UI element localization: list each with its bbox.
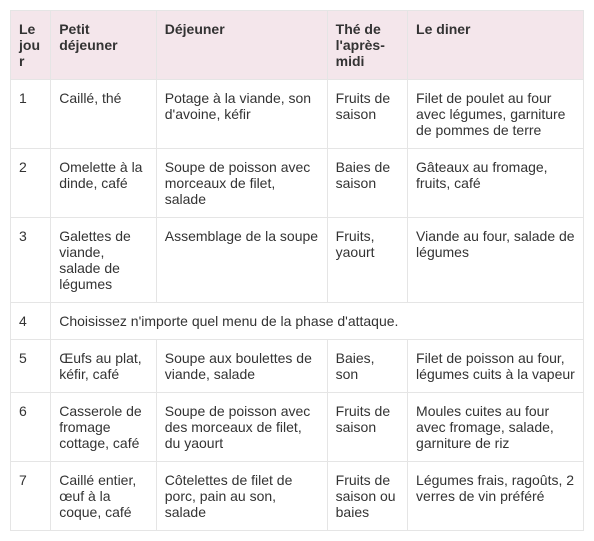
- cell-day: 1: [11, 80, 51, 149]
- cell-day: 4: [11, 303, 51, 340]
- cell-tea: Fruits de saison: [327, 393, 407, 462]
- cell-day: 2: [11, 149, 51, 218]
- cell-dinner: Filet de poisson au four, légumes cuits …: [408, 340, 584, 393]
- cell-day: 7: [11, 462, 51, 531]
- cell-tea: Fruits de saison ou baies: [327, 462, 407, 531]
- cell-lunch: Assemblage de la soupe: [156, 218, 327, 303]
- cell-lunch: Potage à la viande, son d'avoine, kéfir: [156, 80, 327, 149]
- table-row: 7Caillé entier, œuf à la coque, caféCôte…: [11, 462, 584, 531]
- col-header-tea: Thé de l'après-midi: [327, 11, 407, 80]
- cell-day: 3: [11, 218, 51, 303]
- cell-breakfast: Caillé entier, œuf à la coque, café: [51, 462, 157, 531]
- cell-breakfast: Œufs au plat, kéfir, café: [51, 340, 157, 393]
- meal-plan-table: Le jour Petit déjeuner Déjeuner Thé de l…: [10, 10, 584, 531]
- table-row: 5Œufs au plat, kéfir, caféSoupe aux boul…: [11, 340, 584, 393]
- table-row: 4Choisissez n'importe quel menu de la ph…: [11, 303, 584, 340]
- col-header-day: Le jour: [11, 11, 51, 80]
- col-header-breakfast: Petit déjeuner: [51, 11, 157, 80]
- col-header-lunch: Déjeuner: [156, 11, 327, 80]
- cell-dinner: Filet de poulet au four avec légumes, ga…: [408, 80, 584, 149]
- table-row: 3Galettes de viande, salade de légumesAs…: [11, 218, 584, 303]
- table-row: 6Casserole de fromage cottage, caféSoupe…: [11, 393, 584, 462]
- cell-tea: Fruits de saison: [327, 80, 407, 149]
- cell-day: 5: [11, 340, 51, 393]
- cell-lunch: Soupe de poisson avec des morceaux de fi…: [156, 393, 327, 462]
- table-header-row: Le jour Petit déjeuner Déjeuner Thé de l…: [11, 11, 584, 80]
- cell-breakfast: Caillé, thé: [51, 80, 157, 149]
- cell-dinner: Viande au four, salade de légumes: [408, 218, 584, 303]
- cell-lunch: Soupe de poisson avec morceaux de filet,…: [156, 149, 327, 218]
- cell-breakfast: Casserole de fromage cottage, café: [51, 393, 157, 462]
- cell-dinner: Moules cuites au four avec fromage, sala…: [408, 393, 584, 462]
- cell-tea: Fruits, yaourt: [327, 218, 407, 303]
- cell-tea: Baies, son: [327, 340, 407, 393]
- meal-plan-body: 1Caillé, théPotage à la viande, son d'av…: [11, 80, 584, 531]
- cell-merged-note: Choisissez n'importe quel menu de la pha…: [51, 303, 584, 340]
- cell-breakfast: Omelette à la dinde, café: [51, 149, 157, 218]
- table-row: 1Caillé, théPotage à la viande, son d'av…: [11, 80, 584, 149]
- cell-tea: Baies de saison: [327, 149, 407, 218]
- cell-breakfast: Galettes de viande, salade de légumes: [51, 218, 157, 303]
- cell-lunch: Côtelettes de filet de porc, pain au son…: [156, 462, 327, 531]
- col-header-dinner: Le diner: [408, 11, 584, 80]
- cell-lunch: Soupe aux boulettes de viande, salade: [156, 340, 327, 393]
- cell-dinner: Gâteaux au fromage, fruits, café: [408, 149, 584, 218]
- cell-dinner: Légumes frais, ragoûts, 2 verres de vin …: [408, 462, 584, 531]
- table-row: 2Omelette à la dinde, caféSoupe de poiss…: [11, 149, 584, 218]
- cell-day: 6: [11, 393, 51, 462]
